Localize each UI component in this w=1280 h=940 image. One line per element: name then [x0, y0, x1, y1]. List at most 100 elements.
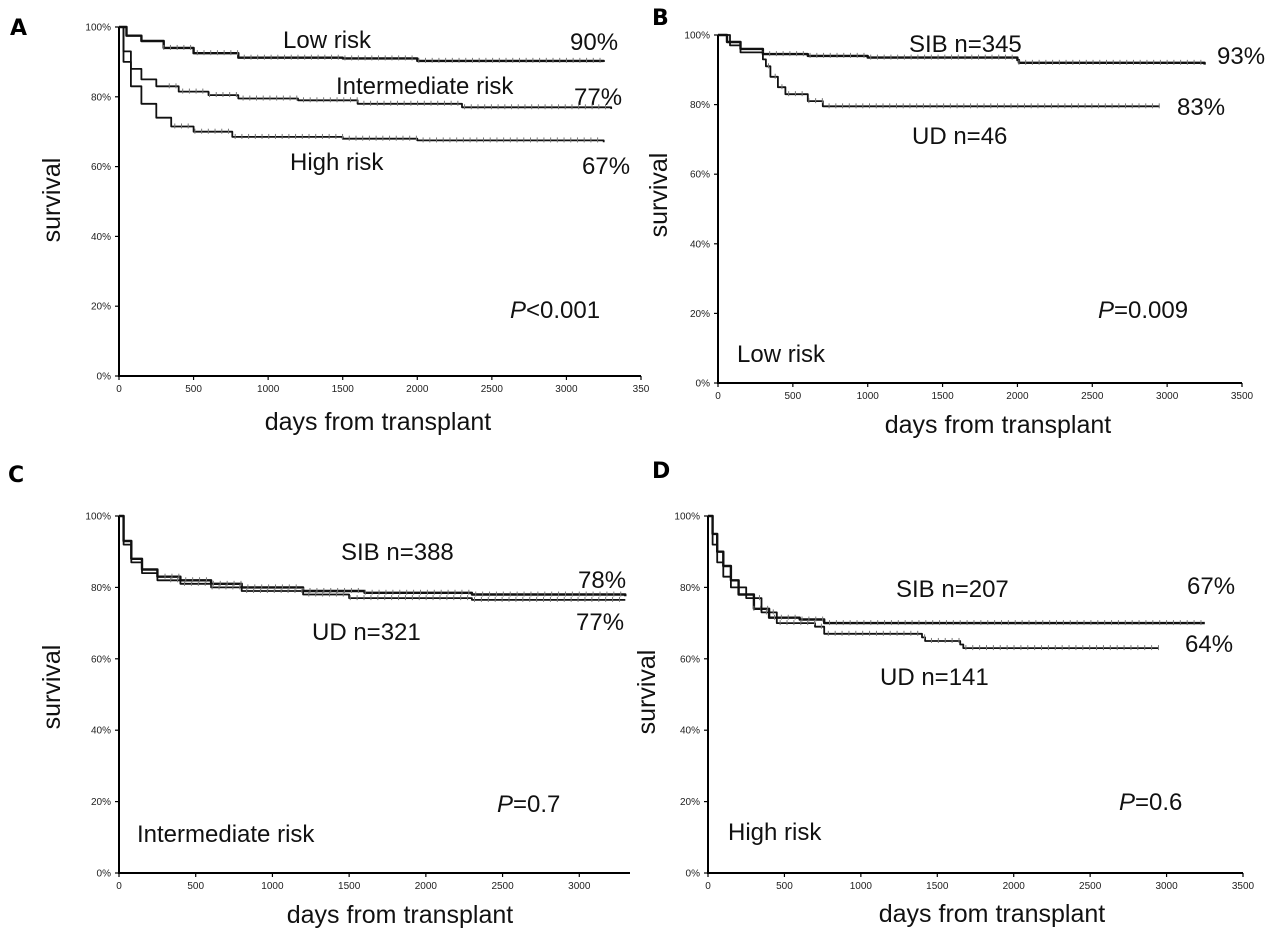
x-axis-label: days from transplant — [879, 900, 1106, 928]
x-tick-label: 0 — [715, 391, 721, 402]
censor-marks-sib-n-345 — [762, 51, 1202, 65]
risk-group-label: High risk — [728, 819, 822, 846]
p-value: P<0.001 — [510, 297, 600, 324]
x-tick-label: 2000 — [1003, 881, 1026, 892]
end-label-sib: 78% — [578, 567, 626, 594]
axes-frame — [118, 516, 630, 874]
y-axis-label: survival — [38, 645, 66, 730]
x-tick-label: 2000 — [1006, 391, 1029, 402]
y-tick-label: 40% — [680, 726, 700, 737]
x-tick-label: 2500 — [491, 881, 514, 892]
x-axis-label: days from transplant — [885, 411, 1112, 439]
panel-c: C survival days from transplant SIB n=38… — [8, 463, 630, 929]
y-axis-label: survival — [645, 153, 673, 238]
y-tick-label: 80% — [91, 92, 111, 103]
x-tick-label: 0 — [705, 881, 711, 892]
y-tick-label: 0% — [97, 372, 112, 383]
end-label-high-risk: 67% — [582, 153, 630, 180]
y-tick-label: 40% — [91, 726, 111, 737]
series-label-ud: UD n=46 — [912, 123, 1007, 150]
y-tick-label: 20% — [680, 797, 700, 808]
end-label-ud: 64% — [1185, 631, 1233, 658]
y-tick-label: 20% — [91, 302, 111, 313]
censor-marks-ud-n-141 — [759, 595, 1159, 651]
y-tick-label: 40% — [690, 239, 710, 250]
series-label-ud: UD n=141 — [880, 664, 989, 691]
x-tick-label: 2500 — [1081, 391, 1104, 402]
panel-a: A survival days from transplant Low risk… — [10, 16, 650, 436]
x-tick-label: 1500 — [338, 881, 361, 892]
censor-marks-high-risk — [174, 123, 599, 143]
y-tick-label: 0% — [696, 379, 711, 390]
survival-curve-low-risk — [119, 25, 605, 63]
x-tick-label: 3000 — [1156, 391, 1179, 402]
y-tick-label: 60% — [690, 170, 710, 181]
y-tick-label: 20% — [91, 797, 111, 808]
axes-frame — [717, 35, 1242, 384]
survival-curve-high-risk — [119, 26, 605, 143]
y-tick-label: 60% — [91, 654, 111, 665]
series-label-sib: SIB n=345 — [909, 31, 1022, 58]
x-tick-label: 1500 — [931, 391, 954, 402]
series-label-sib: SIB n=207 — [896, 576, 1009, 603]
series-label-sib: SIB n=388 — [341, 539, 454, 566]
censor-marks-intermediate-risk — [168, 83, 607, 110]
survival-curve-ud-n-141 — [708, 515, 1159, 649]
series-label-intermediate-risk: Intermediate risk — [336, 73, 514, 100]
x-tick-label: 2000 — [415, 881, 438, 892]
censor-marks-ud-n-321 — [170, 577, 620, 602]
end-label-ud: 77% — [576, 609, 624, 636]
survival-curve-sib-n-207 — [708, 514, 1205, 625]
x-tick-label: 2500 — [481, 384, 504, 395]
y-tick-label: 20% — [690, 309, 710, 320]
x-tick-label: 2500 — [1079, 881, 1102, 892]
panel-letter-a: A — [10, 16, 27, 41]
x-tick-label: 3000 — [568, 881, 591, 892]
survival-curve-ud-n-46 — [718, 34, 1160, 108]
x-tick-label: 1000 — [257, 384, 280, 395]
end-label-low-risk: 90% — [570, 29, 618, 56]
censor-marks-low-risk — [163, 44, 601, 63]
x-tick-label: 3000 — [1155, 881, 1178, 892]
y-tick-label: 0% — [686, 869, 701, 880]
x-tick-label: 3000 — [555, 384, 578, 395]
y-tick-label: 40% — [91, 232, 111, 243]
x-tick-label: 500 — [187, 881, 204, 892]
panel-b: B survival days from transplant SIB n=34… — [645, 6, 1265, 439]
y-tick-label: 80% — [91, 583, 111, 594]
end-label-sib: 93% — [1217, 43, 1265, 70]
x-axis-label: days from transplant — [265, 408, 492, 436]
end-label-ud: 83% — [1177, 94, 1225, 121]
x-tick-label: 1000 — [850, 881, 873, 892]
x-tick-label: 1000 — [261, 881, 284, 892]
p-value: P=0.7 — [497, 791, 560, 818]
x-axis-label: days from transplant — [287, 901, 514, 929]
y-tick-label: 100% — [85, 23, 111, 34]
y-tick-label: 60% — [680, 654, 700, 665]
y-tick-label: 80% — [680, 583, 700, 594]
x-tick-label: 0 — [116, 881, 122, 892]
x-tick-label: 1500 — [332, 384, 355, 395]
risk-group-label: Low risk — [737, 341, 826, 368]
x-tick-label: 1000 — [857, 391, 880, 402]
censor-marks-ud-n-46 — [767, 63, 1160, 109]
x-tick-label: 3500 — [1231, 391, 1254, 402]
x-tick-label: 500 — [785, 391, 802, 402]
p-value: P=0.009 — [1098, 297, 1188, 324]
panel-letter-c: C — [8, 463, 24, 488]
x-tick-label: 1500 — [926, 881, 949, 892]
x-tick-label: 3500 — [1232, 881, 1255, 892]
censor-marks-sib-n-388 — [164, 573, 622, 597]
x-tick-label: 0 — [116, 384, 122, 395]
x-tick-label: 500 — [776, 881, 793, 892]
x-tick-label: 350 — [633, 384, 650, 395]
y-tick-label: 100% — [85, 512, 111, 523]
survival-curve-ud-n-321 — [119, 515, 626, 601]
series-label-low-risk: Low risk — [283, 27, 372, 54]
y-tick-label: 100% — [684, 31, 710, 42]
x-tick-label: 2000 — [406, 384, 429, 395]
y-tick-label: 80% — [690, 100, 710, 111]
panel-letter-d: D — [652, 459, 670, 484]
y-tick-label: 0% — [97, 869, 112, 880]
